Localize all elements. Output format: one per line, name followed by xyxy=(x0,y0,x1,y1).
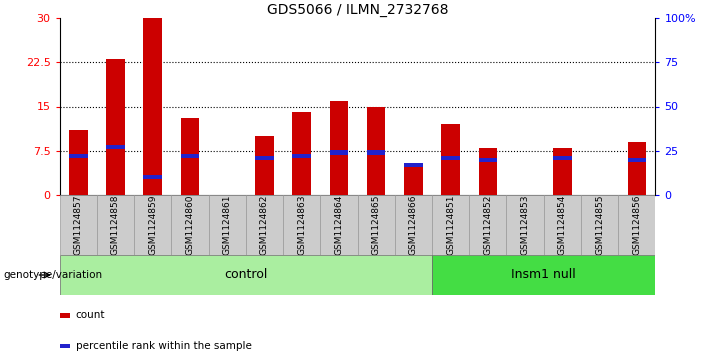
Bar xyxy=(60,255,432,295)
Bar xyxy=(442,124,460,195)
Bar xyxy=(544,195,581,255)
Text: GSM1124865: GSM1124865 xyxy=(372,195,381,255)
Bar xyxy=(329,150,348,155)
Text: GSM1124854: GSM1124854 xyxy=(558,195,567,255)
Bar xyxy=(479,148,497,195)
Text: GSM1124853: GSM1124853 xyxy=(521,195,529,255)
Text: genotype/variation: genotype/variation xyxy=(4,270,102,280)
Text: GSM1124866: GSM1124866 xyxy=(409,195,418,255)
Bar xyxy=(404,163,423,167)
Bar xyxy=(292,113,311,195)
Text: GSM1124859: GSM1124859 xyxy=(148,195,157,255)
Bar xyxy=(432,255,655,295)
Text: GSM1124858: GSM1124858 xyxy=(111,195,120,255)
Text: GSM1124860: GSM1124860 xyxy=(186,195,194,255)
Text: GSM1124863: GSM1124863 xyxy=(297,195,306,255)
Title: GDS5066 / ILMN_2732768: GDS5066 / ILMN_2732768 xyxy=(267,3,448,17)
Bar xyxy=(255,156,273,160)
Bar xyxy=(627,158,646,162)
Bar xyxy=(367,150,386,155)
Bar xyxy=(255,136,273,195)
Bar xyxy=(553,156,571,160)
Bar xyxy=(60,313,70,318)
Bar xyxy=(358,195,395,255)
Text: GSM1124864: GSM1124864 xyxy=(334,195,343,255)
Bar xyxy=(60,344,70,348)
Bar xyxy=(432,195,469,255)
Bar xyxy=(320,195,358,255)
Bar xyxy=(283,195,320,255)
Text: control: control xyxy=(224,269,268,281)
Bar xyxy=(106,145,125,149)
Text: GSM1124855: GSM1124855 xyxy=(595,195,604,255)
Bar xyxy=(395,195,432,255)
Bar xyxy=(181,118,199,195)
Bar xyxy=(209,195,246,255)
Bar xyxy=(69,154,88,158)
Text: GSM1124856: GSM1124856 xyxy=(632,195,641,255)
Bar xyxy=(442,156,460,160)
Bar xyxy=(479,158,497,162)
Bar xyxy=(106,59,125,195)
Text: count: count xyxy=(76,310,105,321)
Text: Insm1 null: Insm1 null xyxy=(511,269,576,281)
Bar xyxy=(246,195,283,255)
Text: GSM1124851: GSM1124851 xyxy=(446,195,455,255)
Bar xyxy=(506,195,544,255)
Bar xyxy=(144,18,162,195)
Bar xyxy=(329,101,348,195)
Text: GSM1124857: GSM1124857 xyxy=(74,195,83,255)
Bar xyxy=(134,195,171,255)
Text: GSM1124861: GSM1124861 xyxy=(223,195,231,255)
Text: GSM1124862: GSM1124862 xyxy=(260,195,269,255)
Bar xyxy=(144,175,162,179)
Bar xyxy=(627,142,646,195)
Bar xyxy=(69,130,88,195)
Text: percentile rank within the sample: percentile rank within the sample xyxy=(76,341,252,351)
Bar xyxy=(404,166,423,195)
Bar xyxy=(292,154,311,158)
Bar xyxy=(469,195,506,255)
Bar xyxy=(97,195,134,255)
Bar xyxy=(181,154,199,158)
Bar xyxy=(581,195,618,255)
Bar xyxy=(60,195,97,255)
Bar xyxy=(171,195,209,255)
Bar xyxy=(367,106,386,195)
Text: GSM1124852: GSM1124852 xyxy=(484,195,492,255)
Bar xyxy=(553,148,571,195)
Bar xyxy=(618,195,655,255)
